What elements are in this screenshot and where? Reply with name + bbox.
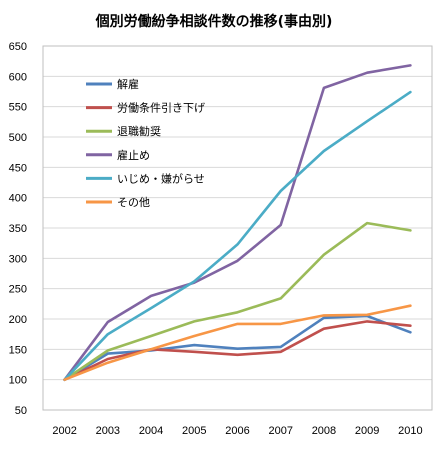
y-tick-label: 350 xyxy=(9,223,27,235)
legend-label: いじめ・嫌がらせ xyxy=(117,171,205,185)
x-tick-label: 2004 xyxy=(139,425,163,437)
series-line-1 xyxy=(63,314,412,382)
legend-label: 雇止め xyxy=(117,148,150,162)
x-tick-label: 2006 xyxy=(225,425,249,437)
legend-label: 労働条件引き下げ xyxy=(117,101,205,115)
plot-border xyxy=(42,45,433,411)
series-line-3 xyxy=(63,221,412,382)
x-axis-tick-labels: 2002 2003 2004 2005 2006 2007 2008 2009 2010 xyxy=(52,425,422,437)
y-tick-label: 650 xyxy=(9,41,27,53)
legend-label: 退職勧奨 xyxy=(117,124,161,138)
y-tick-label: 400 xyxy=(9,193,27,205)
series-line-6 xyxy=(63,304,412,382)
y-axis-tick-labels: 50 100 150 200 250 300 350 400 450 500 550 600 650 xyxy=(9,41,27,417)
y-tick-label: 500 xyxy=(9,132,27,144)
y-tick-label: 600 xyxy=(9,71,27,83)
x-tick-label: 2009 xyxy=(355,425,379,437)
legend-label: 解雇 xyxy=(117,77,139,91)
y-tick-label: 250 xyxy=(9,284,27,296)
y-tick-label: 50 xyxy=(15,405,27,417)
x-tick-label: 2005 xyxy=(182,425,206,437)
x-tick-label: 2010 xyxy=(398,425,422,437)
y-tick-label: 200 xyxy=(9,314,27,326)
y-tick-label: 450 xyxy=(9,162,27,174)
x-tick-label: 2007 xyxy=(268,425,292,437)
y-tick-label: 100 xyxy=(9,375,27,387)
x-tick-label: 2003 xyxy=(96,425,120,437)
y-tick-label: 550 xyxy=(9,102,27,114)
series-line-5 xyxy=(63,90,412,382)
series-line-4 xyxy=(63,64,412,382)
plot-area xyxy=(42,45,433,411)
x-tick-label: 2002 xyxy=(52,425,76,437)
y-tick-label: 150 xyxy=(9,344,27,356)
x-tick-label: 2008 xyxy=(312,425,336,437)
y-tick-label: 300 xyxy=(9,253,27,265)
legend-label: その他 xyxy=(117,196,150,209)
series-line-2 xyxy=(63,320,412,382)
series-lines xyxy=(63,64,412,382)
chart-title: 個別労働紛争相談件数の推移(事由別) xyxy=(95,13,333,30)
